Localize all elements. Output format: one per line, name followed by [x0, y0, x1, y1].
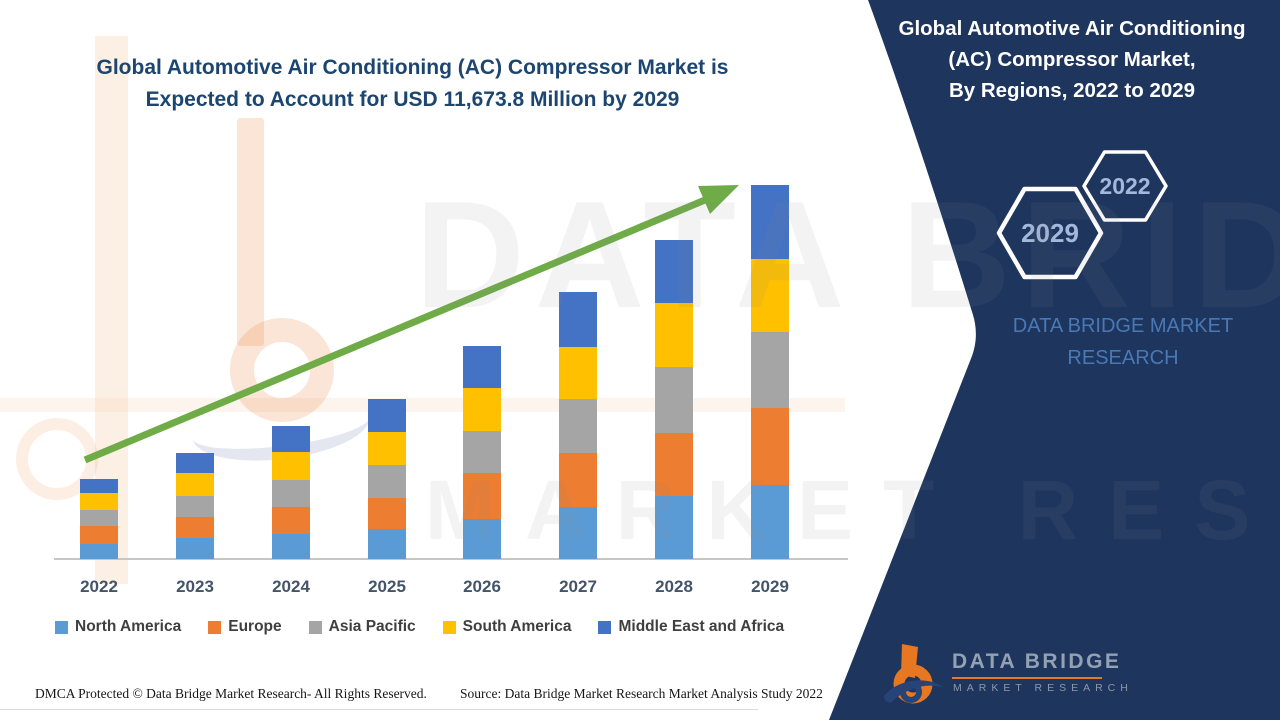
bar-segment-2023-north-america: [176, 538, 214, 559]
bar-segment-2025-europe: [368, 498, 406, 529]
bar-segment-2028-north-america: [655, 496, 693, 559]
legend-item-asia-pacific: Asia Pacific: [308, 618, 416, 636]
bar-2022: [80, 479, 118, 559]
x-axis-label-2029: 2029: [751, 577, 789, 596]
bar-segment-2022-europe: [80, 526, 118, 544]
chart-title: Global Automotive Air Conditioning (AC) …: [40, 52, 785, 116]
legend-swatch-icon: [55, 620, 68, 634]
side-panel-brand-line1: DATA BRIDGE MARKET: [1012, 315, 1234, 337]
bar-segment-2025-asia-pacific: [368, 465, 406, 498]
bar-2028: [655, 240, 693, 559]
bar-segment-2028-asia-pacific: [655, 367, 693, 433]
legend-item-south-america: South America: [442, 618, 572, 636]
side-panel-title-line1: Global Automotive Air Conditioning: [898, 17, 1246, 40]
bar-segment-2029-asia-pacific: [751, 332, 789, 408]
bar-segment-2026-middle-east-and-africa: [463, 346, 501, 388]
bar-segment-2023-middle-east-and-africa: [176, 453, 214, 473]
chart-legend: North America Europe Asia Pacific South Ame…: [55, 618, 784, 636]
logo-underline: [952, 677, 1102, 679]
bar-segment-2026-south-america: [463, 388, 501, 431]
chart-title-line2: Expected to Account for USD 11,673.8 Mil…: [145, 87, 680, 111]
bar-segment-2025-north-america: [368, 529, 406, 559]
footer-divider: [0, 709, 758, 710]
bar-segment-2029-europe: [751, 408, 789, 485]
legend-item-europe: Europe: [208, 618, 282, 636]
bar-segment-2029-south-america: [751, 259, 789, 332]
footer-dmca-text: DMCA Protected © Data Bridge Market Rese…: [35, 686, 427, 701]
legend-item-middle-east-and-africa: Middle East and Africa: [598, 618, 784, 636]
chart-title-line1: Global Automotive Air Conditioning (AC) …: [96, 56, 729, 79]
bar-segment-2022-north-america: [80, 544, 118, 559]
bar-segment-2028-europe: [655, 433, 693, 496]
x-axis-label-2024: 2024: [272, 577, 310, 596]
bar-segment-2024-south-america: [272, 452, 310, 480]
bar-segment-2022-asia-pacific: [80, 510, 118, 526]
bar-segment-2023-asia-pacific: [176, 496, 214, 517]
stacked-bar-chart: 2022 2023 2024 2025 2026 2027 2028 2029 North A…: [54, 185, 848, 636]
side-panel-title-line3: By Regions, 2022 to 2029: [948, 78, 1196, 102]
bar-2029: [751, 185, 789, 559]
bar-2026: [463, 346, 501, 559]
data-bridge-logo-name: DATA BRIDGE: [952, 650, 1122, 673]
bar-segment-2028-middle-east-and-africa: [655, 240, 693, 303]
x-axis-label-2022: 2022: [80, 577, 118, 596]
legend-swatch-icon: [442, 620, 456, 634]
legend-label: Asia Pacific: [328, 618, 416, 635]
footer-source-text: Source: Data Bridge Market Research Mark…: [460, 686, 823, 701]
legend-label: North America: [75, 618, 182, 635]
bar-segment-2029-middle-east-and-africa: [751, 185, 789, 259]
bar-segment-2023-europe: [176, 517, 214, 538]
bar-segment-2029-north-america: [751, 485, 789, 559]
bar-segment-2026-asia-pacific: [463, 431, 501, 473]
side-panel-title-line2: (AC) Compressor Market,: [948, 47, 1196, 71]
bar-segment-2025-middle-east-and-africa: [368, 399, 406, 432]
bar-segment-2027-north-america: [559, 507, 597, 559]
x-axis-label-2026: 2026: [463, 577, 501, 596]
legend-label: South America: [462, 618, 572, 635]
bar-segment-2023-south-america: [176, 473, 214, 496]
legend-swatch-icon: [598, 620, 612, 634]
x-axis-label-2027: 2027: [559, 577, 597, 596]
legend-swatch-icon: [208, 620, 222, 634]
bar-2024: [272, 426, 310, 559]
legend-swatch-icon: [308, 620, 322, 634]
bar-segment-2027-asia-pacific: [559, 399, 597, 453]
bar-segment-2027-middle-east-and-africa: [559, 292, 597, 347]
bar-segment-2024-middle-east-and-africa: [272, 426, 310, 452]
bar-segment-2028-south-america: [655, 303, 693, 367]
x-axis-label-2023: 2023: [176, 577, 214, 596]
bar-segment-2024-north-america: [272, 534, 310, 559]
x-axis-label-2025: 2025: [368, 577, 406, 596]
bar-segment-2026-europe: [463, 473, 501, 519]
bar-2025: [368, 399, 406, 559]
side-panel-brand: DATA BRIDGE MARKET RESEARCH: [960, 310, 1280, 375]
x-axis-label-2028: 2028: [655, 577, 693, 596]
bar-segment-2024-europe: [272, 507, 310, 534]
bar-segment-2022-south-america: [80, 493, 118, 510]
bar-2023: [176, 453, 214, 559]
bar-segment-2027-europe: [559, 453, 597, 507]
bar-segment-2022-middle-east-and-africa: [80, 479, 118, 493]
bar-segment-2026-north-america: [463, 519, 501, 559]
legend-item-north-america: North America: [55, 618, 181, 636]
side-panel-brand-line2: RESEARCH: [1067, 347, 1179, 370]
data-bridge-logo-icon: [884, 644, 944, 704]
bar-2027: [559, 292, 597, 559]
bar-segment-2024-asia-pacific: [272, 480, 310, 507]
legend-label: Middle East and Africa: [618, 618, 785, 635]
legend-label: Europe: [228, 618, 282, 635]
bar-segment-2027-south-america: [559, 347, 597, 399]
x-axis-line: [54, 558, 848, 560]
trend-arrow: [83, 185, 739, 464]
data-bridge-logo-subtitle: MARKET RESEARCH: [953, 682, 1133, 694]
side-panel-title: Global Automotive Air Conditioning (AC) …: [872, 14, 1272, 106]
bar-segment-2025-south-america: [368, 432, 406, 465]
